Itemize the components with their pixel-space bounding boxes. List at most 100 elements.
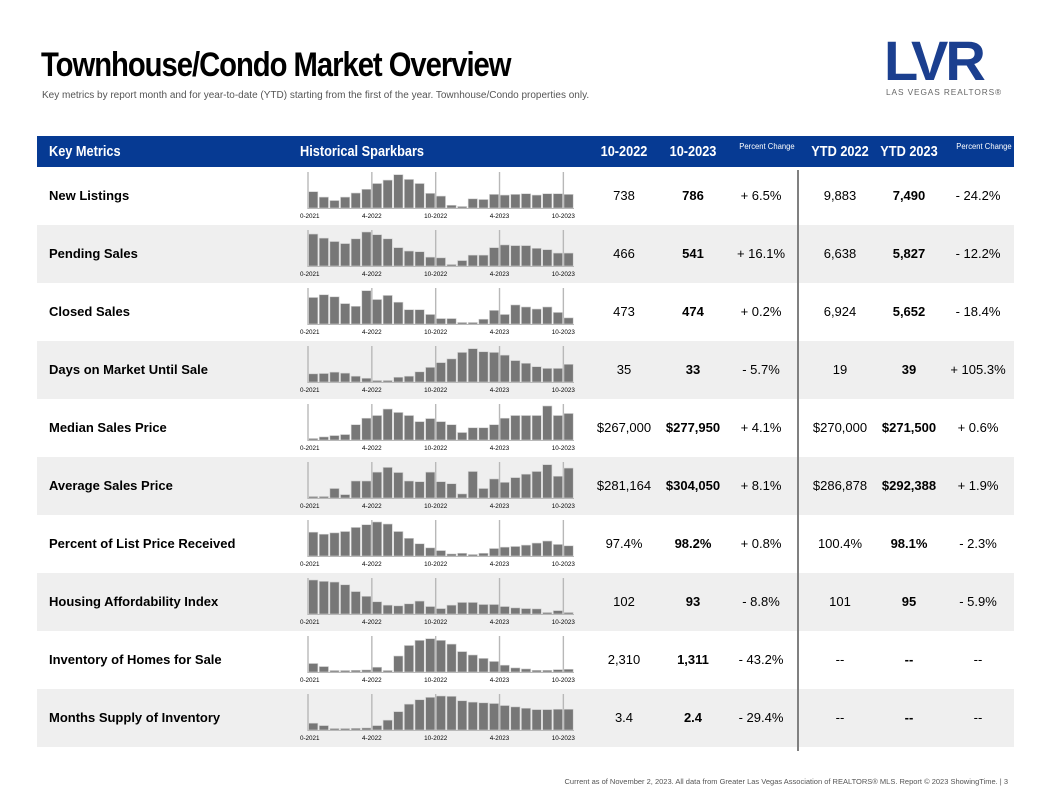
sparkbar	[425, 193, 436, 209]
sparkbar	[404, 480, 414, 499]
sparkbar	[404, 703, 414, 731]
sparkbar	[510, 667, 521, 673]
sparkbar	[318, 237, 329, 267]
sparkbar	[457, 260, 468, 267]
table-row: New Listings10-20214-202210-20224-202310…	[37, 167, 1014, 225]
metric-label: Closed Sales	[49, 304, 130, 319]
sparkbar-axis-label: 4-2022	[362, 213, 382, 220]
sparkbar	[361, 524, 372, 557]
sparkbar	[553, 475, 563, 499]
month-prev-value: 2,310	[607, 652, 641, 667]
sparkbar	[329, 532, 340, 557]
metric-label: Median Sales Price	[49, 420, 167, 435]
sparkbar-axis-label: 10-2022	[424, 271, 448, 278]
sparkbar	[340, 494, 351, 499]
sparkbar-axis-label: 4-2023	[490, 329, 510, 336]
sparkbar	[542, 249, 553, 267]
month-prev-value: $281,164	[596, 478, 652, 493]
sparkbar	[446, 553, 457, 557]
sparkbar	[329, 296, 340, 325]
sparkbar-axis-label: 4-2023	[490, 213, 510, 220]
ytd-percent-change: - 5.9%	[959, 594, 997, 609]
ytd-curr-value: 7,490	[892, 188, 926, 203]
sparkbar	[435, 257, 446, 267]
sparkbar	[361, 290, 372, 325]
sparkbar	[329, 728, 340, 731]
sparkbar	[308, 663, 319, 673]
sparkbar	[329, 371, 340, 383]
sparkbar	[446, 264, 457, 267]
sparkbar	[435, 640, 446, 673]
sparkbar	[404, 645, 414, 673]
ytd-curr-value: $271,500	[881, 420, 937, 435]
table-row: Closed Sales10-20214-202210-20224-202310…	[37, 283, 1014, 341]
sparkbar	[489, 548, 500, 557]
sparkbar-axis-label: 10-2021	[300, 619, 320, 626]
sparkbar-axis-label: 10-2021	[300, 329, 320, 336]
sparkbar	[435, 421, 446, 441]
metric-label: Average Sales Price	[49, 478, 173, 493]
sparkbar-axis-label: 4-2022	[362, 735, 382, 742]
sparkbar	[404, 603, 414, 615]
sparkbar-axis-label: 10-2021	[300, 735, 320, 742]
sparkbar	[531, 471, 542, 499]
sparkbar	[382, 179, 393, 209]
sparkbar	[435, 318, 446, 325]
ytd-curr-value: 5,827	[892, 246, 926, 261]
sparkbar	[542, 540, 553, 557]
sparkbar	[553, 708, 563, 731]
sparkbar-axis-label: 10-2021	[300, 503, 320, 510]
sparkbar	[499, 314, 510, 325]
sparkbar	[425, 638, 436, 673]
sparkbar	[372, 521, 382, 557]
sparkbar-axis-label: 10-2022	[424, 387, 448, 394]
sparkbar	[382, 467, 393, 499]
sparkbar	[329, 581, 340, 615]
sparkbar	[425, 547, 436, 557]
sparkbar	[340, 531, 351, 557]
sparkbar	[489, 478, 500, 499]
col-key-metrics: Key Metrics	[49, 143, 121, 160]
metric-label: Housing Affordability Index	[49, 594, 219, 609]
sparkbar	[414, 309, 425, 325]
sparkbar-axis-label: 10-2022	[424, 213, 448, 220]
sparkbar	[382, 238, 393, 267]
sparkbar	[414, 481, 425, 499]
sparkbar-chart: 10-2021 4-2022 10-2022 4-2023 10-2023	[300, 172, 575, 220]
sparkbar	[414, 183, 425, 209]
sparkbar	[372, 415, 382, 441]
key-metrics-table: Key Metrics Historical Sparkbars 10-2022…	[37, 136, 1014, 747]
sparkbar-chart: 10-2021 4-2022 10-2022 4-2023 10-2023	[300, 636, 575, 684]
sparkbar-axis-label: 10-2021	[300, 213, 320, 220]
sparkbar	[308, 722, 319, 731]
sparkbar	[414, 699, 425, 731]
sparkbar	[318, 373, 329, 383]
sparkbar-axis-label: 10-2023	[552, 329, 576, 336]
month-percent-change: - 43.2%	[738, 652, 784, 667]
sparkbar-axis-label: 4-2022	[362, 561, 382, 568]
metric-label: New Listings	[49, 188, 130, 203]
sparkbar	[489, 661, 500, 673]
sparkbar	[446, 358, 457, 383]
sparkbar-axis-label: 4-2022	[362, 677, 382, 684]
sparkbar	[308, 191, 319, 209]
sparkbar	[435, 362, 446, 383]
sparkbar	[457, 700, 468, 731]
sparkbar	[531, 366, 542, 383]
month-ytd-divider	[797, 170, 799, 751]
sparkbar	[382, 523, 393, 557]
month-percent-change: + 0.8%	[740, 536, 782, 551]
sparkbar-axis-label: 10-2023	[552, 503, 576, 510]
sparkbar	[553, 252, 563, 267]
sparkbar-axis-label: 10-2022	[424, 735, 448, 742]
sparkbar	[361, 669, 372, 673]
sparkbar-axis-label: 10-2022	[424, 561, 448, 568]
sparkbar	[531, 608, 542, 615]
sparkbar	[340, 372, 351, 383]
ytd-curr-value: $292,388	[881, 478, 937, 493]
sparkbar	[531, 308, 542, 325]
sparkbar	[478, 488, 489, 499]
sparkbar	[393, 301, 404, 325]
ytd-prev-value: 6,924	[823, 304, 857, 319]
sparkbar	[510, 245, 521, 267]
